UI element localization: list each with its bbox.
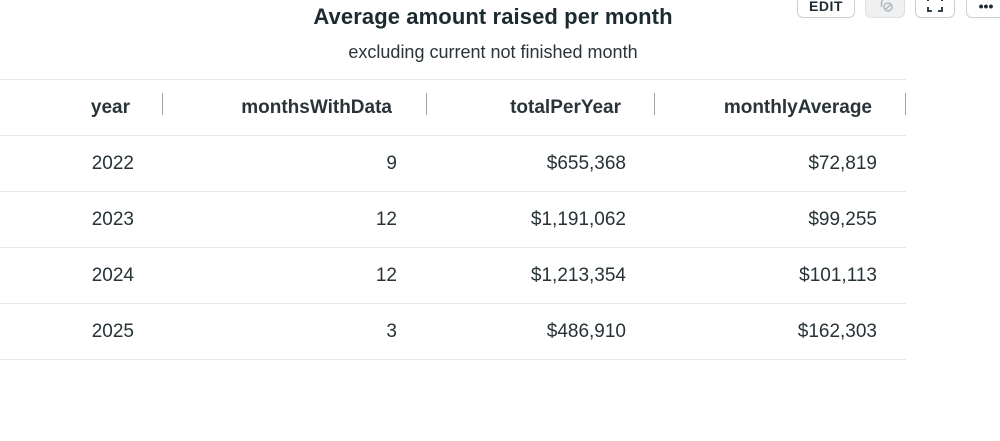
column-resize-handle[interactable] xyxy=(654,93,655,115)
cell-total-per-year: $1,213,354 xyxy=(530,265,626,286)
cell-months-with-data: 3 xyxy=(386,321,397,342)
expand-button[interactable] xyxy=(915,0,955,18)
column-header-months-with-data[interactable]: monthsWithData xyxy=(241,97,392,118)
column-resize-handle[interactable] xyxy=(426,93,427,115)
table-row: 2025 3 $486,910 $162,303 xyxy=(0,304,906,360)
column-header-monthly-average[interactable]: monthlyAverage xyxy=(723,97,872,118)
cell-months-with-data: 12 xyxy=(375,209,397,230)
cell-monthly-average: $162,303 xyxy=(797,321,877,342)
edit-button[interactable]: EDIT xyxy=(797,0,855,18)
cell-year: 2023 xyxy=(91,209,134,230)
filter-off-icon xyxy=(874,0,896,13)
column-resize-handle[interactable] xyxy=(905,93,906,115)
expand-icon xyxy=(926,0,944,13)
cell-total-per-year: $1,191,062 xyxy=(530,209,626,230)
filter-button[interactable] xyxy=(865,0,905,18)
cell-months-with-data: 12 xyxy=(375,265,397,286)
widget-subtitle: excluding current not finished month xyxy=(348,42,638,62)
cell-monthly-average: $72,819 xyxy=(808,153,877,174)
table-row: 2024 12 $1,213,354 $101,113 xyxy=(0,248,906,304)
cell-monthly-average: $99,255 xyxy=(808,209,877,230)
cell-year: 2022 xyxy=(91,153,134,174)
cell-year: 2024 xyxy=(91,265,134,286)
column-header-year[interactable]: year xyxy=(90,97,130,118)
more-options-button[interactable]: ••• xyxy=(966,0,1000,18)
results-table: year monthsWithData totalPerYear monthly… xyxy=(0,79,906,360)
cell-months-with-data: 9 xyxy=(386,153,397,174)
table-row: 2022 9 $655,368 $72,819 xyxy=(0,136,906,192)
cell-total-per-year: $655,368 xyxy=(546,153,626,174)
cell-year: 2025 xyxy=(91,321,134,342)
table-header-row: year monthsWithData totalPerYear monthly… xyxy=(0,80,906,136)
widget-title: Average amount raised per month xyxy=(313,4,673,29)
cell-monthly-average: $101,113 xyxy=(799,265,877,286)
column-resize-handle[interactable] xyxy=(162,93,163,115)
cell-total-per-year: $486,910 xyxy=(546,321,626,342)
column-header-total-per-year[interactable]: totalPerYear xyxy=(510,97,621,118)
table-row: 2023 12 $1,191,062 $99,255 xyxy=(0,192,906,248)
